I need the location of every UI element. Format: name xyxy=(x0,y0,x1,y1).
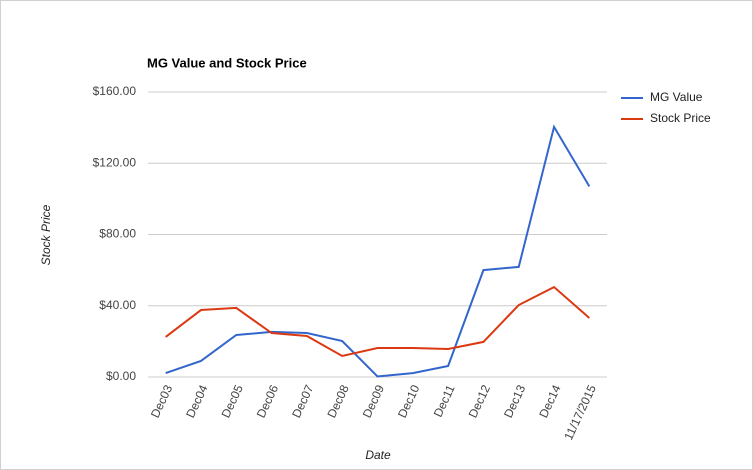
legend-label: MG Value xyxy=(650,90,703,104)
y-tick-label: $120.00 xyxy=(93,155,137,169)
y-tick-label: $0.00 xyxy=(106,369,136,383)
chart-title: MG Value and Stock Price xyxy=(147,55,307,70)
y-tick-label: $40.00 xyxy=(99,298,136,312)
data-line xyxy=(165,124,591,378)
y-tick-label: $160.00 xyxy=(93,84,137,98)
data-line xyxy=(165,285,591,358)
y-axis-label: Stock Price xyxy=(39,204,53,265)
x-axis-label: Date xyxy=(365,448,391,462)
legend-label: Stock Price xyxy=(650,111,711,125)
y-tick-label: $80.00 xyxy=(99,227,136,241)
